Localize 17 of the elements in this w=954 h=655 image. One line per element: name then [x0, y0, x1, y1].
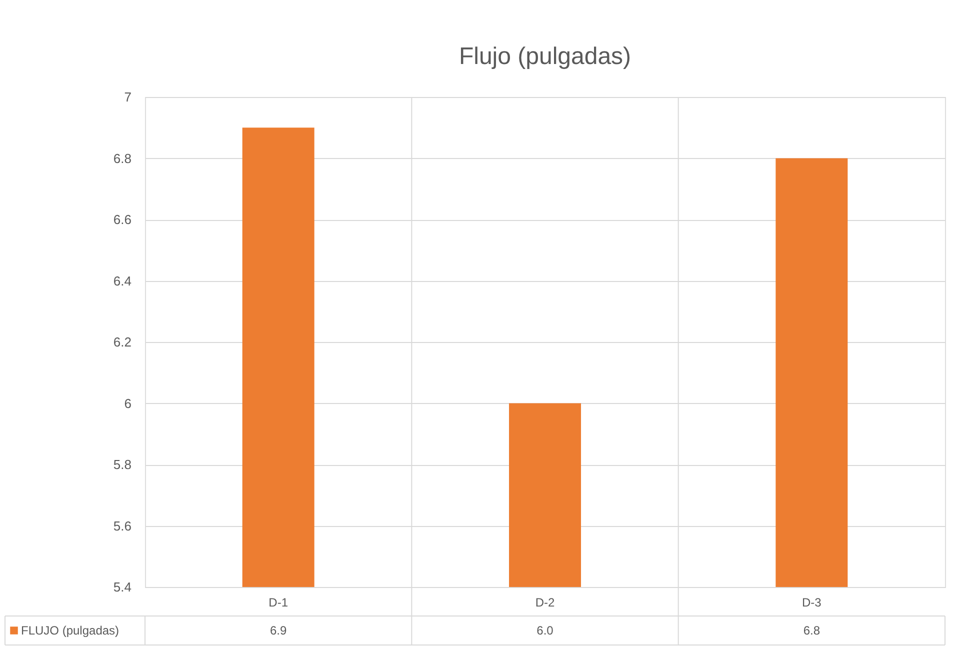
data-label: 6.9: [270, 624, 287, 638]
y-tick-label: 5.4: [113, 580, 132, 594]
y-tick-label: 6.4: [113, 273, 132, 288]
x-tick-label: D-1: [268, 596, 288, 610]
x-tick-label: D-3: [802, 596, 822, 610]
legend-label: FLUJO (pulgadas): [21, 624, 120, 638]
y-tick-label: 7: [124, 90, 132, 104]
y-tick-label: 5.6: [113, 518, 132, 534]
y-tick-label: 5.8: [113, 457, 132, 472]
x-tick-label: D-2: [535, 596, 555, 610]
data-label: 6.0: [536, 624, 554, 638]
y-tick-label: 6.6: [113, 212, 132, 227]
data-label: 6.8: [803, 624, 820, 638]
chart-title: Flujo (pulgadas): [458, 43, 632, 70]
y-tick-label: 6: [124, 396, 132, 411]
y-tick-label: 6.8: [113, 150, 132, 166]
y-tick-label: 6.2: [113, 334, 132, 350]
